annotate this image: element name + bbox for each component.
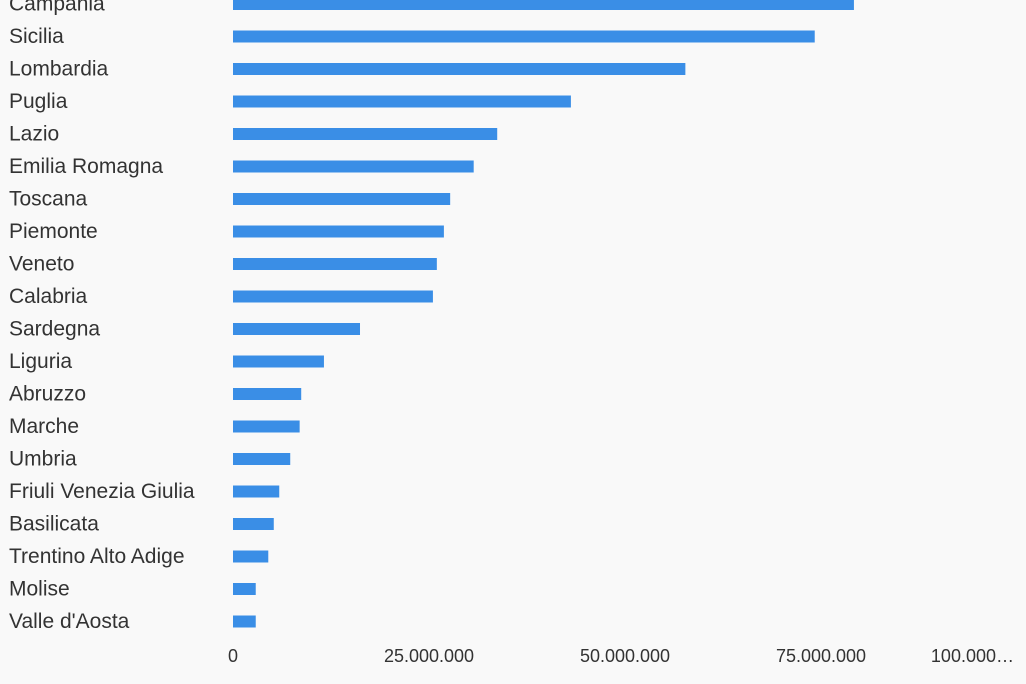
y-tick-label: Basilicata [9, 513, 99, 536]
bar [233, 453, 291, 465]
y-tick-label: Friuli Venezia Giulia [9, 480, 195, 503]
x-tick-label: 50.000.000 [580, 646, 670, 666]
bar [233, 388, 302, 400]
y-tick-label: Sicilia [9, 25, 64, 48]
y-tick-label: Calabria [9, 285, 88, 308]
y-tick-label: Emilia Romagna [9, 155, 163, 178]
y-tick-label: Piemonte [9, 220, 98, 243]
y-tick-label: Campania [9, 0, 105, 16]
x-tick-label: 0 [228, 646, 238, 666]
bar [233, 193, 451, 205]
y-tick-label: Valle d'Aosta [9, 610, 130, 633]
y-tick-label: Lazio [9, 123, 59, 146]
y-tick-label: Marche [9, 415, 79, 438]
bar [233, 518, 274, 530]
bar [233, 0, 854, 10]
bar [233, 420, 300, 433]
y-tick-label: Puglia [9, 90, 68, 113]
bar [233, 95, 571, 108]
bar [233, 355, 324, 368]
bar [233, 63, 686, 75]
bar [233, 323, 361, 335]
y-tick-label: Liguria [9, 350, 72, 373]
bar [233, 485, 280, 498]
x-tick-label: 100.000… [931, 646, 1014, 666]
y-tick-label: Sardegna [9, 318, 100, 341]
bar [233, 550, 269, 563]
bar [233, 225, 444, 238]
bar [233, 290, 433, 303]
y-tick-label: Toscana [9, 188, 88, 211]
bar [233, 160, 474, 173]
x-tick-label: 75.000.000 [776, 646, 866, 666]
y-tick-label: Molise [9, 578, 70, 601]
x-tick-label: 25.000.000 [384, 646, 474, 666]
y-tick-label: Trentino Alto Adige [9, 545, 185, 568]
y-tick-label: Umbria [9, 448, 77, 471]
y-tick-label: Abruzzo [9, 383, 86, 406]
bar [233, 30, 815, 43]
bar [233, 583, 256, 595]
bar [233, 128, 498, 140]
y-tick-label: Lombardia [9, 58, 109, 81]
bar [233, 258, 437, 270]
y-tick-label: Veneto [9, 253, 74, 276]
bar [233, 615, 256, 628]
